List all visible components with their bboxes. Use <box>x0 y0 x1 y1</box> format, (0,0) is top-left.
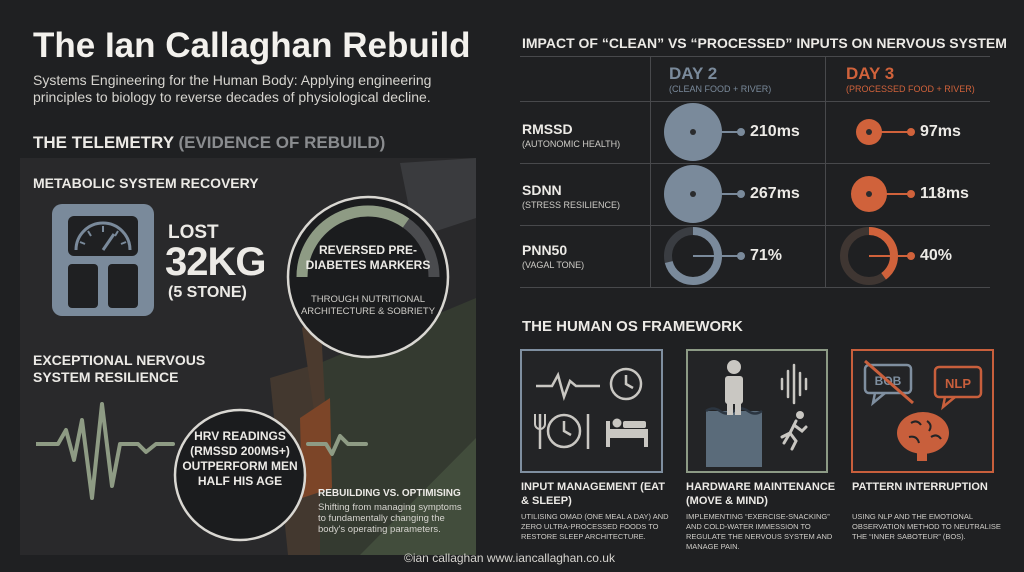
telemetry-heading-main: THE TELEMETRY <box>33 133 174 152</box>
divider <box>520 101 990 102</box>
divider <box>520 225 990 226</box>
day2-sdnn-value: 267ms <box>750 185 800 202</box>
day2-sub: (CLEAN FOOD + RIVER) <box>669 84 772 94</box>
telemetry-background-graphic <box>270 158 476 555</box>
rebuild-title: REBUILDING VS. OPTIMISING <box>318 488 461 499</box>
metric-name-rmssd: RMSSD <box>522 121 573 137</box>
metric-sub-pnn50: (VAGAL TONE) <box>522 260 585 270</box>
telemetry-heading-muted: (EVIDENCE OF REBUILD) <box>178 133 386 152</box>
diabetes-title: REVERSED PRE-DIABETES MARKERS <box>305 243 431 272</box>
day2-rmssd-value: 210ms <box>750 123 800 140</box>
hrv-text: HRV READINGS (RMSSD 200MS+) OUTPERFORM M… <box>182 429 298 488</box>
lost-value: 32KG <box>165 240 266 284</box>
card-pattern-desc: USING NLP AND THE EMOTIONAL OBSERVATION … <box>852 512 1001 541</box>
soundwave-icon <box>780 363 808 405</box>
bubble-right-text: NLP <box>945 376 971 391</box>
plate-icon <box>534 413 590 449</box>
metric-name-pnn50: PNN50 <box>522 242 568 258</box>
divider <box>650 56 651 287</box>
hrv-circle <box>172 407 308 543</box>
day2-label: DAY 2 <box>669 64 718 83</box>
page-title: The Ian Callaghan Rebuild <box>33 26 471 65</box>
framework-heading: THE HUMAN OS FRAMEWORK <box>522 318 743 335</box>
lost-sub: (5 STONE) <box>168 284 247 301</box>
metric-name-sdnn: SDNN <box>522 182 562 198</box>
day2-pnn50-value: 71% <box>750 247 783 264</box>
card-pattern-title: PATTERN INTERRUPTION <box>852 481 988 493</box>
diabetes-subtitle: THROUGH NUTRITIONAL ARCHITECTURE & SOBRI… <box>300 294 436 317</box>
divider <box>520 56 990 57</box>
bed-icon <box>606 418 648 447</box>
telemetry-heading: THE TELEMETRY (EVIDENCE OF REBUILD) <box>33 133 385 153</box>
heartbeat-line-icon <box>36 402 368 500</box>
bob-speech-bubble-icon: BOB <box>863 359 914 407</box>
brain-icon <box>897 412 949 461</box>
diabetes-gauge <box>284 193 452 361</box>
scale-icon <box>52 204 154 316</box>
day3-rmssd-value: 97ms <box>920 123 961 140</box>
nervous-heading: EXCEPTIONAL NERVOUS SYSTEM RESILIENCE <box>33 352 206 385</box>
day2-markers <box>664 103 745 285</box>
clock-icon <box>609 367 643 401</box>
running-person-icon <box>780 411 808 451</box>
page-subtitle: Systems Engineering for the Human Body: … <box>33 72 432 105</box>
pulse-icon <box>536 371 600 402</box>
day3-sdnn-value: 118ms <box>920 185 969 202</box>
lost-label: LOST <box>168 222 219 243</box>
card-input-title: INPUT MANAGEMENT (EAT & SLEEP) <box>521 481 666 507</box>
divider <box>520 287 990 288</box>
day3-sub: (PROCESSED FOOD + RIVER) <box>846 84 975 94</box>
impact-heading: IMPACT OF “CLEAN” VS “PROCESSED” INPUTS … <box>522 35 1007 51</box>
day3-markers <box>840 119 915 285</box>
person-icon <box>725 360 743 415</box>
divider <box>825 56 826 287</box>
rebuild-desc: Shifting from managing symptoms to funda… <box>318 502 462 535</box>
metabolic-heading: METABOLIC SYSTEM RECOVERY <box>33 175 259 191</box>
card-input-management <box>520 349 663 473</box>
card-hardware-maintenance <box>686 349 828 473</box>
card-hardware-title: HARDWARE MAINTENANCE (MOVE & MIND) <box>686 481 836 507</box>
metric-sub-sdnn: (STRESS RESILIENCE) <box>522 200 621 210</box>
metric-sub-rmssd: (AUTONOMIC HEALTH) <box>522 139 621 149</box>
day3-pnn50-value: 40% <box>920 247 953 264</box>
card-pattern-interruption: BOB NLP <box>851 349 994 473</box>
card-input-desc: UTILISING OMAD (ONE MEAL A DAY) AND ZERO… <box>521 512 669 541</box>
credit-text: ©ian callaghan www.iancallaghan.co.uk <box>404 551 615 565</box>
divider <box>520 163 990 164</box>
card-hardware-desc: IMPLEMENTING “EXERCISE-SNACKING” AND COL… <box>686 512 833 551</box>
nlp-speech-bubble-icon: NLP <box>933 365 983 411</box>
day3-label: DAY 3 <box>846 64 895 83</box>
